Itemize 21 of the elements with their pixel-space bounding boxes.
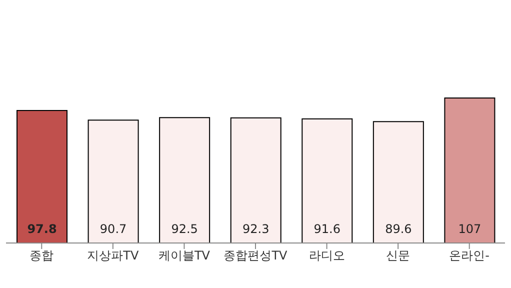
data-label: 90.7: [100, 222, 127, 236]
x-tick-label: 라디오: [308, 248, 345, 263]
x-tick-label: 온라인-: [449, 248, 490, 263]
x-tick-label: 종합: [30, 248, 54, 263]
data-label: 107: [458, 222, 482, 236]
data-label: 92.5: [171, 222, 198, 236]
x-tick-label: 케이블TV: [158, 248, 211, 263]
x-tick-label: 종합편성TV: [224, 248, 288, 263]
bar: [302, 118, 353, 244]
x-tick-label: 지상파TV: [87, 248, 140, 263]
data-label: 97.8: [27, 222, 57, 236]
data-label: 92.3: [242, 222, 270, 236]
bar: [88, 120, 139, 244]
bar: [444, 98, 496, 244]
data-label: 89.6: [385, 222, 412, 236]
bar: [16, 110, 68, 244]
bar: [230, 117, 282, 244]
data-label: 91.6: [314, 222, 340, 236]
bar: [372, 121, 424, 244]
x-tick-label: 신문: [386, 248, 410, 263]
bar: [159, 117, 210, 244]
